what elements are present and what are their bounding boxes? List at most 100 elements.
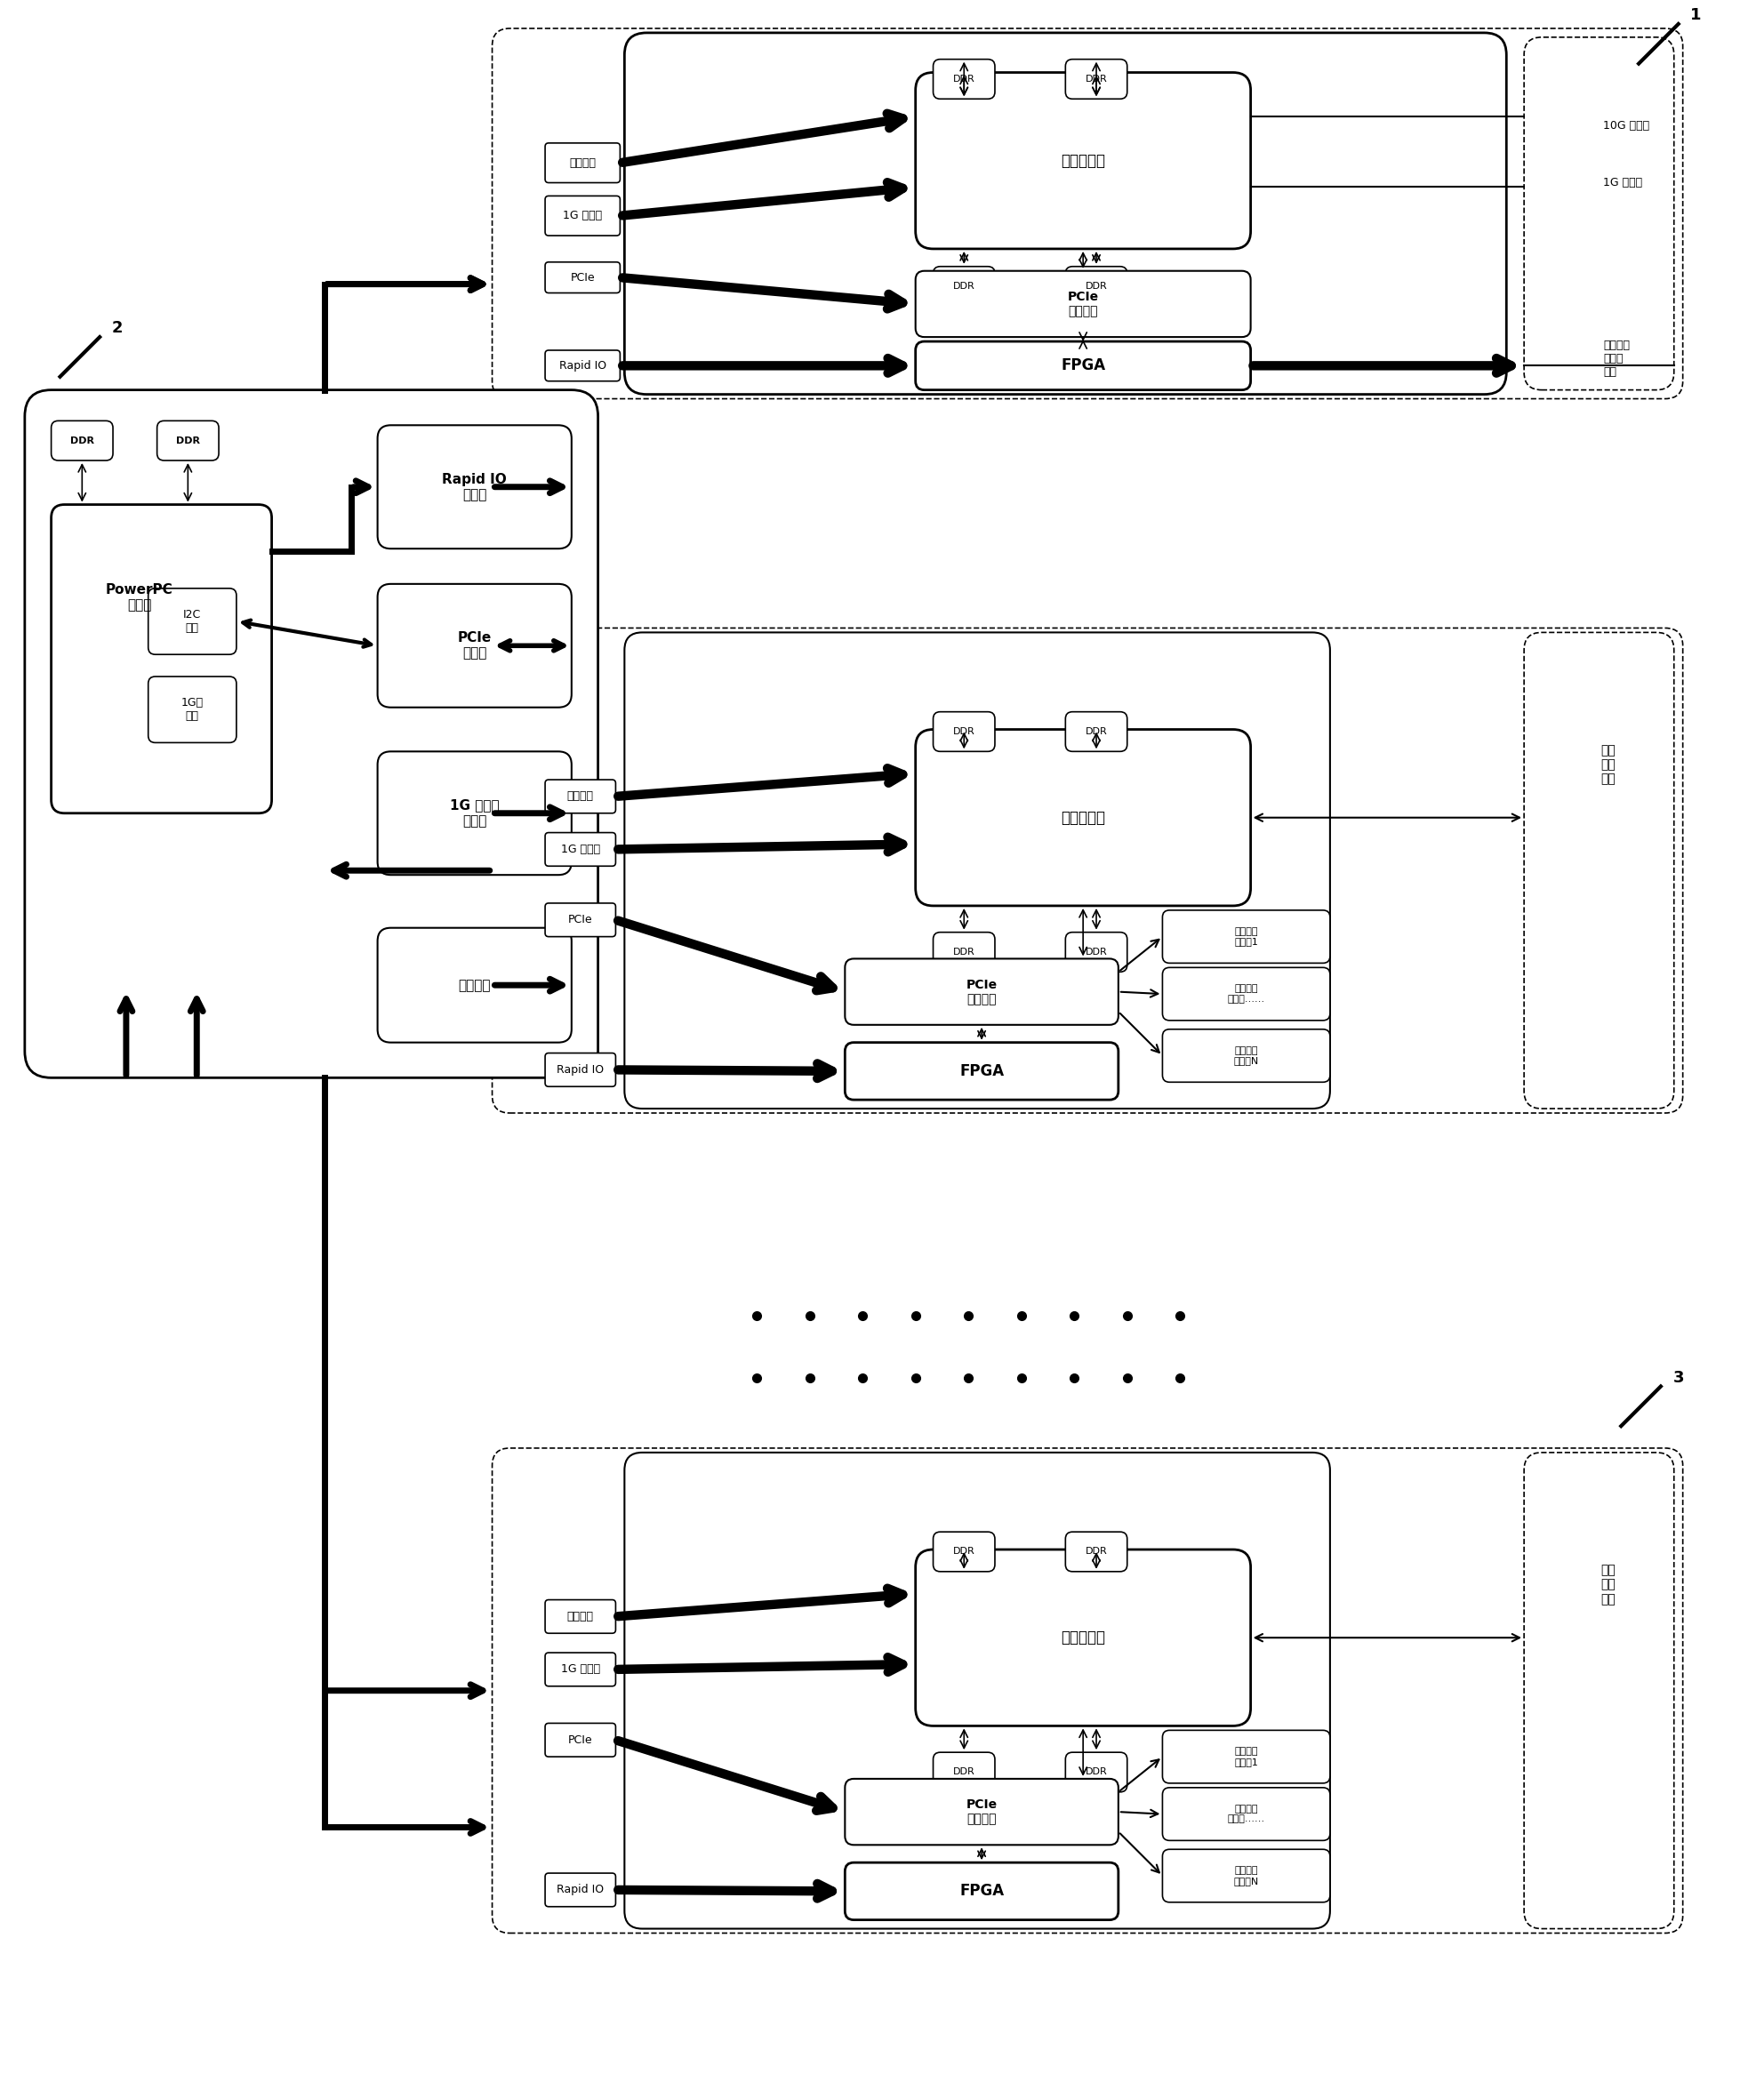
Text: DDR: DDR — [71, 436, 93, 445]
Text: 1G 以太网: 1G 以太网 — [561, 843, 600, 856]
FancyBboxPatch shape — [545, 1874, 616, 1907]
FancyBboxPatch shape — [1524, 1452, 1674, 1928]
FancyBboxPatch shape — [1162, 1848, 1330, 1903]
Text: DDR: DDR — [1085, 76, 1108, 84]
Text: 2: 2 — [111, 321, 123, 336]
FancyBboxPatch shape — [51, 504, 272, 814]
FancyBboxPatch shape — [545, 350, 621, 382]
FancyBboxPatch shape — [916, 342, 1251, 390]
Text: Rapid IO: Rapid IO — [557, 1884, 603, 1897]
Text: 1G 以太网
交换机: 1G 以太网 交换机 — [450, 799, 499, 827]
FancyBboxPatch shape — [624, 1452, 1330, 1928]
FancyBboxPatch shape — [157, 422, 219, 459]
FancyBboxPatch shape — [1065, 932, 1127, 971]
FancyBboxPatch shape — [545, 262, 621, 294]
FancyBboxPatch shape — [1065, 59, 1127, 99]
FancyBboxPatch shape — [933, 711, 995, 751]
FancyBboxPatch shape — [933, 1532, 995, 1571]
Text: DDR: DDR — [953, 1769, 975, 1777]
FancyBboxPatch shape — [916, 730, 1251, 906]
Text: PCIe: PCIe — [570, 273, 594, 283]
FancyBboxPatch shape — [1524, 38, 1674, 390]
FancyBboxPatch shape — [545, 833, 616, 866]
FancyBboxPatch shape — [492, 627, 1683, 1114]
Text: DDR: DDR — [953, 281, 975, 292]
Text: 浮点运算
处理器……: 浮点运算 处理器…… — [1228, 1804, 1265, 1823]
FancyBboxPatch shape — [1065, 711, 1127, 751]
Text: DDR: DDR — [953, 76, 975, 84]
Text: PowerPC
处理器: PowerPC 处理器 — [106, 583, 173, 611]
FancyBboxPatch shape — [377, 751, 572, 875]
FancyBboxPatch shape — [492, 29, 1683, 399]
FancyBboxPatch shape — [933, 932, 995, 971]
FancyBboxPatch shape — [51, 422, 113, 459]
Text: 管理接口: 管理接口 — [566, 791, 594, 801]
FancyBboxPatch shape — [1524, 631, 1674, 1108]
Text: 1G 以太网: 1G 以太网 — [1603, 176, 1642, 189]
FancyBboxPatch shape — [1162, 911, 1330, 963]
Text: PCIe: PCIe — [568, 915, 593, 925]
Text: DDR: DDR — [1085, 1546, 1108, 1557]
Text: 外部
调试
接口: 外部 调试 接口 — [1600, 1565, 1616, 1605]
Text: PCIe
交换芯片: PCIe 交换芯片 — [967, 978, 997, 1005]
FancyBboxPatch shape — [148, 676, 236, 743]
Text: FPGA: FPGA — [1060, 357, 1106, 373]
FancyBboxPatch shape — [545, 143, 621, 183]
Text: 浮点运算
处理器……: 浮点运算 处理器…… — [1228, 984, 1265, 1003]
Text: PCIe: PCIe — [568, 1735, 593, 1746]
FancyBboxPatch shape — [545, 1722, 616, 1756]
Text: 多核处理器: 多核处理器 — [1060, 810, 1106, 827]
Text: Rapid IO: Rapid IO — [559, 361, 607, 371]
Text: 管理接口: 管理接口 — [570, 157, 596, 168]
FancyBboxPatch shape — [545, 195, 621, 235]
Text: DDR: DDR — [1085, 728, 1108, 736]
Text: DDR: DDR — [1085, 281, 1108, 292]
FancyBboxPatch shape — [1162, 1030, 1330, 1083]
FancyBboxPatch shape — [545, 1601, 616, 1632]
FancyBboxPatch shape — [148, 587, 236, 655]
Text: 浮点运算
处理器1: 浮点运算 处理器1 — [1235, 927, 1258, 946]
FancyBboxPatch shape — [377, 583, 572, 707]
Text: 浮点运算
处理器N: 浮点运算 处理器N — [1233, 1047, 1259, 1066]
FancyBboxPatch shape — [1065, 1752, 1127, 1792]
Text: 外部
调试
接口: 外部 调试 接口 — [1600, 745, 1616, 785]
FancyBboxPatch shape — [933, 266, 995, 306]
FancyBboxPatch shape — [916, 73, 1251, 250]
Text: DDR: DDR — [1085, 948, 1108, 957]
FancyBboxPatch shape — [1162, 1787, 1330, 1840]
Text: 1G 以太网: 1G 以太网 — [561, 1664, 600, 1674]
FancyBboxPatch shape — [916, 271, 1251, 338]
FancyBboxPatch shape — [1162, 1731, 1330, 1783]
FancyBboxPatch shape — [624, 631, 1330, 1108]
Text: 管理接口: 管理接口 — [566, 1611, 594, 1622]
FancyBboxPatch shape — [845, 959, 1118, 1024]
FancyBboxPatch shape — [1065, 266, 1127, 306]
Text: PCIe
交换芯片: PCIe 交换芯片 — [1067, 290, 1099, 317]
Text: 多核处理器: 多核处理器 — [1060, 1630, 1106, 1645]
FancyBboxPatch shape — [1065, 1532, 1127, 1571]
FancyBboxPatch shape — [933, 59, 995, 99]
FancyBboxPatch shape — [916, 1550, 1251, 1727]
Text: 浮点运算
处理器1: 浮点运算 处理器1 — [1235, 1748, 1258, 1767]
Text: 1: 1 — [1690, 6, 1702, 23]
Text: 3: 3 — [1672, 1370, 1685, 1385]
Text: DDR: DDR — [953, 948, 975, 957]
FancyBboxPatch shape — [933, 1752, 995, 1792]
Text: DDR: DDR — [176, 436, 199, 445]
Text: 1G以
太网: 1G以 太网 — [182, 697, 203, 722]
Text: FPGA: FPGA — [960, 1884, 1004, 1899]
FancyBboxPatch shape — [845, 1779, 1118, 1844]
Text: 10G 以太网: 10G 以太网 — [1603, 120, 1649, 132]
Text: 管理接口: 管理接口 — [459, 978, 490, 992]
Text: Rapid IO: Rapid IO — [557, 1064, 603, 1076]
Text: PCIe
交换机: PCIe 交换机 — [457, 631, 492, 661]
FancyBboxPatch shape — [377, 426, 572, 550]
Text: Rapid IO
交换机: Rapid IO 交换机 — [443, 472, 506, 501]
FancyBboxPatch shape — [624, 34, 1506, 394]
Text: 1G 以太网: 1G 以太网 — [563, 210, 602, 222]
Text: PCIe
交换芯片: PCIe 交换芯片 — [967, 1798, 997, 1825]
Text: 浮点运算
处理器N: 浮点运算 处理器N — [1233, 1867, 1259, 1886]
Text: I2C
接口: I2C 接口 — [183, 608, 201, 634]
Text: DDR: DDR — [953, 1546, 975, 1557]
FancyBboxPatch shape — [545, 780, 616, 814]
